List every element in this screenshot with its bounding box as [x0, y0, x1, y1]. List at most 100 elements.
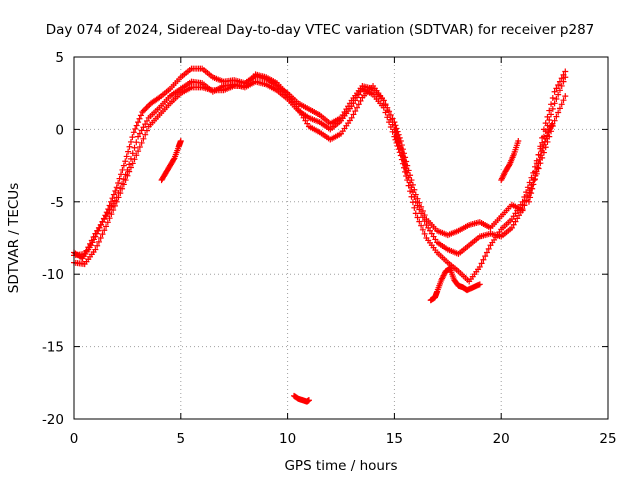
- data-point: [177, 137, 184, 144]
- data-point: [527, 194, 534, 201]
- data-point: [543, 135, 550, 142]
- series-fragment-g: [498, 137, 522, 184]
- data-point: [553, 113, 560, 120]
- data-point: [553, 85, 560, 92]
- data-point: [418, 210, 425, 217]
- data-point: [480, 256, 487, 263]
- x-tick-label: 20: [493, 431, 510, 447]
- data-point: [405, 174, 412, 181]
- data-point: [92, 246, 99, 253]
- data-point: [111, 202, 118, 209]
- data-point: [129, 150, 136, 157]
- data-point: [384, 107, 391, 114]
- data-point: [414, 202, 421, 209]
- y-tick-label: -15: [42, 340, 64, 356]
- data-point: [131, 144, 138, 151]
- data-point: [539, 144, 546, 151]
- data-point: [394, 135, 401, 142]
- data-point: [546, 107, 553, 114]
- data-point: [525, 198, 532, 205]
- data-point: [407, 179, 414, 186]
- data-point: [556, 105, 563, 112]
- data-point: [409, 189, 416, 196]
- data-point: [548, 101, 555, 108]
- data-point: [103, 213, 110, 220]
- data-point: [421, 218, 428, 225]
- data-point: [551, 100, 558, 107]
- data-point: [110, 191, 117, 198]
- data-point: [555, 91, 562, 98]
- data-point: [482, 253, 489, 260]
- data-point: [393, 132, 400, 139]
- data-point: [106, 215, 113, 222]
- axis-ticks: 0 5 10 15 20 25 -20 -15 -10 -5 0 5: [42, 50, 617, 447]
- data-point: [115, 179, 122, 186]
- data-point: [516, 212, 522, 219]
- data-point: [380, 97, 387, 104]
- data-point: [87, 240, 94, 247]
- data-point: [514, 215, 521, 222]
- x-tick-label: 15: [386, 431, 403, 447]
- data-point: [101, 227, 108, 234]
- data-point: [558, 101, 565, 108]
- data-point: [558, 82, 565, 89]
- y-tick-label: -5: [51, 195, 64, 211]
- x-tick-label: 5: [177, 431, 186, 447]
- data-point: [103, 223, 110, 230]
- data-point: [416, 218, 423, 225]
- data-point: [538, 148, 545, 155]
- data-point: [104, 210, 111, 217]
- data-point: [419, 226, 426, 233]
- data-point: [136, 115, 143, 122]
- series-curve-c: [71, 71, 569, 268]
- data-point: [382, 102, 389, 109]
- data-point: [108, 211, 115, 218]
- data-point: [124, 172, 131, 179]
- data-point: [113, 198, 120, 205]
- data-point: [136, 130, 143, 137]
- data-point: [549, 105, 556, 112]
- data-point: [403, 165, 410, 172]
- series-fragment-f: [427, 265, 483, 304]
- data-point: [414, 195, 421, 202]
- data-point: [555, 109, 562, 116]
- x-axis-label: GPS time / hours: [284, 458, 397, 474]
- data-point: [515, 137, 522, 144]
- data-point: [129, 160, 136, 167]
- data-point: [412, 198, 419, 205]
- data-point: [354, 104, 361, 111]
- data-point: [143, 117, 150, 124]
- data-point: [123, 153, 130, 160]
- y-tick-label: -20: [42, 412, 64, 428]
- data-point: [544, 132, 551, 139]
- data-point: [135, 119, 142, 126]
- data-point: [387, 116, 394, 123]
- data-point: [398, 149, 405, 156]
- data-point: [418, 222, 425, 229]
- y-tick-label: 5: [55, 50, 64, 66]
- data-point: [135, 148, 142, 155]
- data-point: [549, 120, 556, 127]
- data-point: [562, 74, 569, 81]
- data-point: [138, 127, 145, 134]
- data-point: [397, 145, 404, 152]
- data-point: [352, 108, 359, 115]
- data-point: [483, 249, 490, 256]
- data-point: [476, 281, 483, 288]
- data-point: [532, 172, 539, 179]
- data-point: [536, 156, 543, 163]
- data-point: [142, 131, 149, 138]
- data-point: [541, 138, 548, 145]
- y-tick-label: -10: [42, 267, 64, 283]
- data-point: [133, 139, 140, 146]
- data-point: [529, 185, 536, 192]
- data-point: [537, 152, 544, 159]
- data-point: [526, 179, 533, 186]
- data-point: [386, 111, 393, 118]
- data-point: [528, 190, 535, 197]
- data-point: [133, 122, 140, 129]
- series-fragment-d: [158, 137, 184, 184]
- data-point: [523, 197, 530, 204]
